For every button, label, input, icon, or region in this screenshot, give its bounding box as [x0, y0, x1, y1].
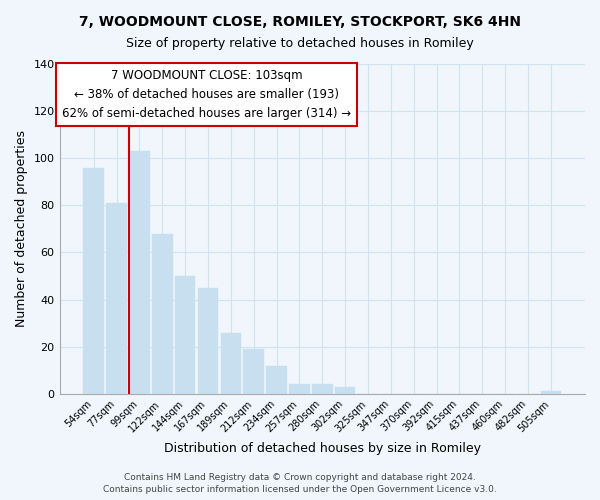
Bar	[198, 288, 218, 394]
Bar	[266, 366, 287, 394]
Bar	[244, 349, 264, 394]
Text: Size of property relative to detached houses in Romiley: Size of property relative to detached ho…	[126, 38, 474, 51]
Bar	[152, 234, 173, 394]
Bar	[312, 384, 332, 394]
Bar	[83, 168, 104, 394]
Bar	[175, 276, 196, 394]
Bar	[106, 203, 127, 394]
Bar	[335, 386, 355, 394]
Bar	[541, 392, 561, 394]
Text: 7 WOODMOUNT CLOSE: 103sqm
← 38% of detached houses are smaller (193)
62% of semi: 7 WOODMOUNT CLOSE: 103sqm ← 38% of detac…	[62, 69, 351, 120]
Bar	[289, 384, 310, 394]
Text: Contains HM Land Registry data © Crown copyright and database right 2024.
Contai: Contains HM Land Registry data © Crown c…	[103, 473, 497, 494]
Y-axis label: Number of detached properties: Number of detached properties	[15, 130, 28, 328]
Bar	[129, 151, 150, 394]
Bar	[221, 332, 241, 394]
X-axis label: Distribution of detached houses by size in Romiley: Distribution of detached houses by size …	[164, 442, 481, 455]
Text: 7, WOODMOUNT CLOSE, ROMILEY, STOCKPORT, SK6 4HN: 7, WOODMOUNT CLOSE, ROMILEY, STOCKPORT, …	[79, 15, 521, 29]
